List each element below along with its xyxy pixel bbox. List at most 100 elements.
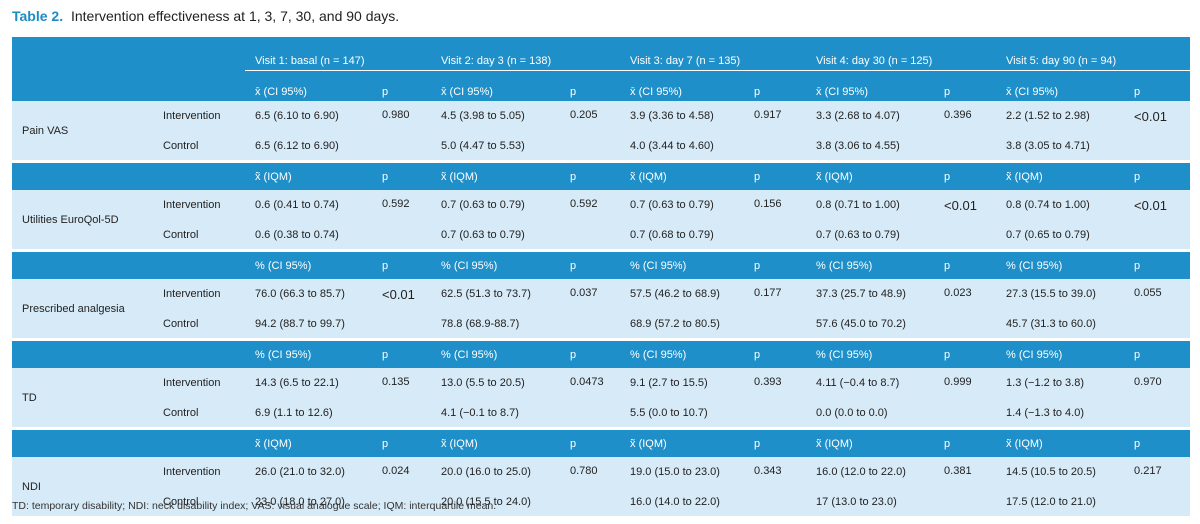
p-value: 0.396	[934, 101, 997, 160]
p-label: p	[744, 341, 807, 368]
visit-header: Visit 1: basal (n = 147)	[245, 37, 431, 71]
visit-header: Visit 3: day 7 (n = 135)	[620, 37, 807, 71]
table-caption: Table 2. Intervention effectiveness at 1…	[12, 6, 399, 26]
control-value: 23.0 (18.0 to 27.0)	[245, 487, 372, 516]
p-value: 0.023	[934, 279, 997, 338]
control-value: 5.0 (4.47 to 5.53)	[431, 131, 560, 160]
gap-cell	[12, 427, 1191, 430]
stat-label: x̃ (IQM)	[620, 430, 745, 457]
p-label: p	[934, 70, 997, 101]
stat-label: % (CI 95%)	[996, 341, 1125, 368]
p-value: 0.055	[1124, 279, 1191, 338]
visit-header-row: Visit 1: basal (n = 147) Visit 2: day 3 (…	[12, 37, 1191, 71]
stat-label: x̄ (CI 95%)	[620, 70, 745, 101]
stat-label: % (CI 95%)	[245, 341, 372, 368]
measure-name: Prescribed analgesia	[12, 279, 153, 338]
p-value: 0.024	[372, 457, 431, 516]
visit-header: Visit 2: day 3 (n = 138)	[431, 37, 621, 71]
stat-label: x̃ (IQM)	[806, 430, 935, 457]
gap-cell	[12, 249, 1191, 252]
group-label: Intervention	[153, 190, 245, 220]
measure-name: Utilities EuroQol-5D	[12, 190, 153, 249]
intervention-value: 4.11 (−0.4 to 8.7)	[806, 368, 935, 398]
p-label: p	[372, 430, 431, 457]
intervention-value: 6.5 (6.10 to 6.90)	[245, 101, 372, 131]
intervention-value: 13.0 (5.5 to 20.5)	[431, 368, 560, 398]
table-row: Pain VAS Intervention 6.5 (6.10 to 6.90) 0.…	[12, 101, 1191, 160]
table-title: Intervention effectiveness at 1, 3, 7, 3…	[70, 8, 400, 24]
control-value: 45.7 (31.3 to 60.0)	[996, 309, 1125, 338]
table-row: NDI Intervention 26.0 (21.0 to 32.0) 0.024 2…	[12, 457, 1191, 516]
p-value: 0.217	[1124, 457, 1191, 516]
control-value: 6.5 (6.12 to 6.90)	[245, 131, 372, 160]
measure-name: NDI	[12, 457, 153, 516]
stat-header-row: % (CI 95%) p% (CI 95%) p% (CI 95%) p% (CI 9…	[12, 341, 1191, 368]
intervention-value: 0.7 (0.63 to 0.79)	[431, 190, 560, 220]
p-value: 0.037	[560, 279, 621, 338]
group-label: Control	[153, 487, 245, 516]
group-label: Control	[153, 398, 245, 427]
control-value: 3.8 (3.05 to 4.71)	[996, 131, 1125, 160]
table-body: Visit 1: basal (n = 147) Visit 2: day 3 (…	[12, 37, 1191, 516]
stat-label: x̄ (CI 95%)	[996, 70, 1125, 101]
control-value: 1.4 (−1.3 to 4.0)	[996, 398, 1125, 427]
table-row: Utilities EuroQol-5D Intervention 0.6 (0.4…	[12, 190, 1191, 249]
stat-label: % (CI 95%)	[431, 252, 560, 279]
p-value: <0.01	[1124, 101, 1191, 160]
section-gap	[12, 338, 1191, 341]
group-label: Intervention	[153, 279, 245, 309]
intervention-value: 37.3 (25.7 to 48.9)	[806, 279, 935, 309]
intervention-value: 0.7 (0.63 to 0.79)	[620, 190, 745, 220]
control-value: 3.8 (3.06 to 4.55)	[806, 131, 935, 160]
intervention-value: 3.9 (3.36 to 4.58)	[620, 101, 745, 131]
intervention-value: 14.3 (6.5 to 22.1)	[245, 368, 372, 398]
stat-header-row: x̃ (IQM) p x̃ (IQM) p x̃ (IQM) p x̃ (IQM) p x̃ (…	[12, 430, 1191, 457]
table-row: Control 23.0 (18.0 to 27.0) 20.0 (15.5 to …	[12, 487, 1190, 516]
control-value: 5.5 (0.0 to 10.7)	[620, 398, 745, 427]
group-label: Control	[153, 131, 245, 160]
p-label: p	[934, 252, 997, 279]
intervention-value: 1.3 (−1.2 to 3.8)	[996, 368, 1125, 398]
table-row: Control 0.6 (0.38 to 0.74) 0.7 (0.63 to 0.…	[12, 220, 1190, 249]
p-label: p	[372, 252, 431, 279]
p-value: <0.01	[372, 279, 431, 338]
p-label: p	[744, 163, 807, 190]
stat-label: % (CI 95%)	[806, 341, 935, 368]
p-value: <0.01	[934, 190, 997, 249]
intervention-value: 0.8 (0.71 to 1.00)	[806, 190, 935, 220]
section-gap	[12, 249, 1191, 252]
intervention-value: 0.6 (0.41 to 0.74)	[245, 190, 372, 220]
p-value: 0.156	[744, 190, 807, 249]
stat-label: x̃ (IQM)	[245, 163, 372, 190]
control-value: 4.0 (3.44 to 4.60)	[620, 131, 745, 160]
control-value: 0.7 (0.63 to 0.79)	[431, 220, 560, 249]
intervention-value: 57.5 (46.2 to 68.9)	[620, 279, 745, 309]
stat-label: x̄ (CI 95%)	[431, 70, 560, 101]
control-value: 17.5 (12.0 to 21.0)	[996, 487, 1125, 516]
stat-label: x̃ (IQM)	[431, 430, 560, 457]
gap-cell	[12, 160, 1191, 163]
control-value: 0.7 (0.68 to 0.79)	[620, 220, 745, 249]
p-label: p	[560, 341, 621, 368]
p-label: p	[1124, 70, 1191, 101]
stat-header-spacer	[12, 430, 245, 457]
stat-label: % (CI 95%)	[245, 252, 372, 279]
p-label: p	[372, 70, 431, 101]
intervention-value: 27.3 (15.5 to 39.0)	[996, 279, 1125, 309]
table-row: Control 6.5 (6.12 to 6.90) 5.0 (4.47 to 5.…	[12, 131, 1190, 160]
header-spacer	[12, 37, 245, 71]
control-value: 0.6 (0.38 to 0.74)	[245, 220, 372, 249]
control-value: 17 (13.0 to 23.0)	[806, 487, 935, 516]
control-value: 68.9 (57.2 to 80.5)	[620, 309, 745, 338]
section-gap	[12, 160, 1191, 163]
p-value: 0.205	[560, 101, 621, 160]
intervention-value: 0.8 (0.74 to 1.00)	[996, 190, 1125, 220]
intervention-value: 19.0 (15.0 to 23.0)	[620, 457, 745, 487]
stat-label: % (CI 95%)	[431, 341, 560, 368]
p-label: p	[934, 430, 997, 457]
stat-label: % (CI 95%)	[620, 252, 745, 279]
control-value: 78.8 (68.9-88.7)	[431, 309, 560, 338]
table-row: TD Intervention 14.3 (6.5 to 22.1) 0.135 13.…	[12, 368, 1191, 427]
intervention-value: 76.0 (66.3 to 85.7)	[245, 279, 372, 309]
measure-name: Pain VAS	[12, 101, 153, 160]
